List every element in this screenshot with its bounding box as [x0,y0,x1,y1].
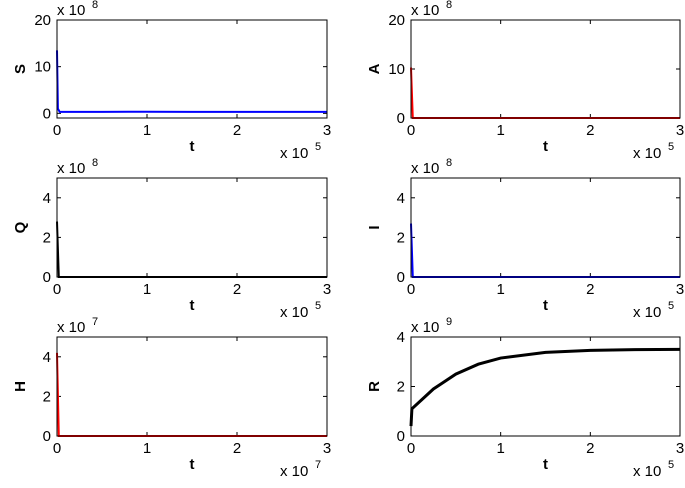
x-tick-label: 2 [586,281,594,298]
data-line [56,352,327,437]
x-axis-label: t [190,138,195,155]
x-tick-label: 2 [233,122,241,139]
x-multiplier: x 10 [280,463,308,480]
subplot: 0 1 2 3 0 10 20 t Sx 10 5 x 10 8 [12,0,331,162]
axes-box [410,177,681,278]
y-axis-label: A [366,63,383,74]
y-tick-label: 4 [397,329,405,346]
y-axis-label: S [12,64,29,74]
y-tick-label: 4 [43,190,51,207]
x-tick-label: 1 [496,440,504,457]
data-line [409,347,681,427]
y-multiplier: x 10 [411,160,439,177]
y-tick-label: 0 [397,269,405,286]
y-exponent: 9 [446,316,452,328]
x-tick-label: 3 [323,440,331,457]
x-axis-label: t [190,456,195,473]
y-exponent: 8 [446,157,452,169]
subplot: 0 1 2 3 0 10 20 t Ax 10 5 x 10 8 [366,0,684,162]
x-tick-label: 1 [143,122,151,139]
x-tick-label: 2 [233,281,241,298]
y-tick-label: 2 [43,229,51,246]
y-tick-label: 0 [397,110,405,127]
axes-box [410,19,681,119]
y-tick-label: 4 [43,349,51,366]
y-tick-label: 20 [34,12,51,29]
y-multiplier: x 10 [57,2,85,19]
x-tick-label: 1 [143,440,151,457]
y-tick-label: 2 [43,388,51,405]
x-tick-label: 0 [53,440,61,457]
x-tick-label: 0 [53,281,61,298]
x-tick-label: 1 [496,281,504,298]
x-tick-label: 2 [233,440,241,457]
y-axis-label: H [12,381,29,392]
y-tick-label: 2 [397,229,405,246]
subplot: 0 1 2 3 0 2 4 t Qx 10 5 x 10 8 [12,157,331,321]
y-axis-label: I [366,225,383,229]
x-multiplier: x 10 [633,463,661,480]
x-tick-label: 0 [407,122,415,139]
y-tick-label: 20 [388,12,405,29]
x-tick-label: 0 [53,122,61,139]
x-tick-label: 3 [676,440,684,457]
x-tick-label: 3 [676,122,684,139]
x-tick-label: 1 [143,281,151,298]
y-tick-label: 0 [43,105,51,122]
axes-box [56,177,328,278]
x-multiplier: x 10 [633,145,661,162]
data-line [56,221,327,278]
y-tick-label: 0 [43,269,51,286]
x-multiplier: x 10 [633,304,661,321]
y-tick-label: 4 [397,190,405,207]
x-axis-label: t [543,138,548,155]
y-multiplier: x 10 [57,319,85,336]
x-tick-label: 0 [407,440,415,457]
x-exponent: 5 [668,141,674,153]
x-axis-label: t [190,297,195,314]
x-tick-label: 3 [323,281,331,298]
subplot: 0 1 2 3 0 2 4 t Ix 10 5 x 10 8 [366,157,684,321]
x-tick-label: 2 [586,122,594,139]
y-axis-label: Q [12,221,29,233]
y-tick-label: 10 [388,61,405,78]
y-tick-label: 0 [43,428,51,445]
x-exponent: 7 [315,459,321,471]
x-exponent: 5 [315,300,321,312]
x-axis-label: t [543,297,548,314]
data-line [410,67,680,119]
x-tick-label: 0 [407,281,415,298]
y-exponent: 8 [446,0,452,11]
subplot: 0 1 2 3 0 2 4 t Rx 10 5 x 10 9 [366,316,684,480]
x-exponent: 5 [315,141,321,153]
axes-box [410,336,681,437]
y-exponent: 8 [92,157,98,169]
y-multiplier: x 10 [57,160,85,177]
x-exponent: 5 [668,300,674,312]
x-tick-label: 3 [676,281,684,298]
y-tick-label: 2 [397,379,405,396]
y-tick-label: 10 [34,59,51,76]
y-multiplier: x 10 [411,319,439,336]
y-exponent: 7 [92,316,98,328]
data-line [56,50,327,113]
data-line [410,223,680,278]
y-exponent: 8 [92,0,98,11]
x-tick-label: 3 [323,122,331,139]
subplot: 0 1 2 3 0 2 4 t Hx 10 7 x 10 7 [12,316,331,480]
x-exponent: 5 [668,459,674,471]
x-multiplier: x 10 [280,304,308,321]
x-multiplier: x 10 [280,145,308,162]
axes-box [56,336,328,437]
y-axis-label: R [366,381,383,392]
y-multiplier: x 10 [411,2,439,19]
x-axis-label: t [543,456,548,473]
axes-box [56,19,328,119]
y-tick-label: 0 [397,428,405,445]
x-tick-label: 1 [496,122,504,139]
x-tick-label: 2 [586,440,594,457]
